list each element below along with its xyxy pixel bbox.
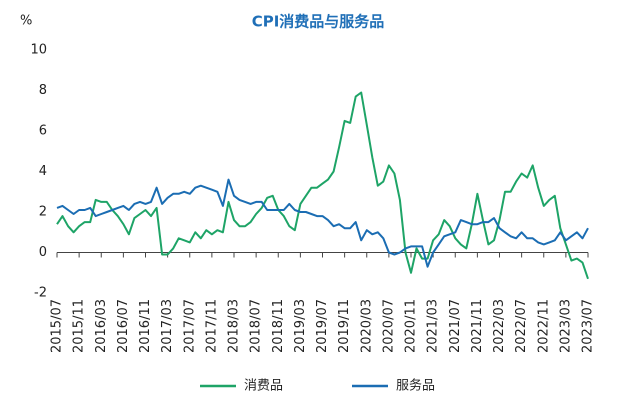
series-line [56, 91, 589, 280]
x-tick-label: 2017/07 [182, 299, 197, 353]
x-tick-label: 2019/03 [293, 299, 308, 353]
x-tick-label: 2020/03 [359, 299, 374, 353]
x-tick-label: 2016/11 [138, 299, 153, 353]
y-tick-label: 10 [30, 43, 47, 58]
x-tick-label: 2015/11 [72, 299, 87, 353]
x-tick-label: 2017/11 [204, 299, 219, 353]
x-tick-label: 2017/03 [160, 299, 175, 353]
x-tick-label: 2022/07 [514, 299, 529, 353]
y-tick-label: -2 [34, 286, 47, 301]
x-tick-label: 2020/07 [381, 299, 396, 353]
x-tick-label: 2019/11 [337, 299, 352, 353]
x-tick-label: 2020/11 [404, 299, 419, 353]
x-tick-label: 2015/07 [50, 299, 65, 353]
x-tick-label: 2018/03 [227, 299, 242, 353]
x-tick-label: 2021/03 [426, 299, 441, 353]
x-tick-label: 2018/07 [249, 299, 264, 353]
x-tick-label: 2016/03 [94, 299, 109, 353]
legend-label: 服务品 [396, 378, 435, 394]
legend-label: 消费品 [244, 379, 283, 394]
x-tick-label: 2023/03 [558, 299, 573, 353]
x-tick-label: 2021/07 [448, 299, 463, 353]
chart-title: CPI消费品与服务品 [252, 13, 385, 31]
y-tick-label: 6 [39, 124, 47, 139]
x-tick-label: 2022/11 [536, 299, 551, 353]
y-tick-label: 2 [39, 205, 47, 220]
x-tick-label: 2019/07 [315, 299, 330, 353]
y-tick-label: 0 [39, 245, 47, 260]
x-tick-label: 2018/11 [271, 299, 286, 353]
x-tick-label: 2016/07 [116, 299, 131, 353]
y-tick-label: 4 [39, 164, 47, 179]
y-tick-label: 8 [39, 83, 47, 98]
x-tick-label: 2023/07 [581, 299, 596, 353]
x-tick-label: 2021/11 [470, 299, 485, 353]
series-line [56, 178, 589, 268]
y-axis-label: % [20, 14, 32, 29]
x-tick-label: 2022/03 [492, 299, 507, 353]
